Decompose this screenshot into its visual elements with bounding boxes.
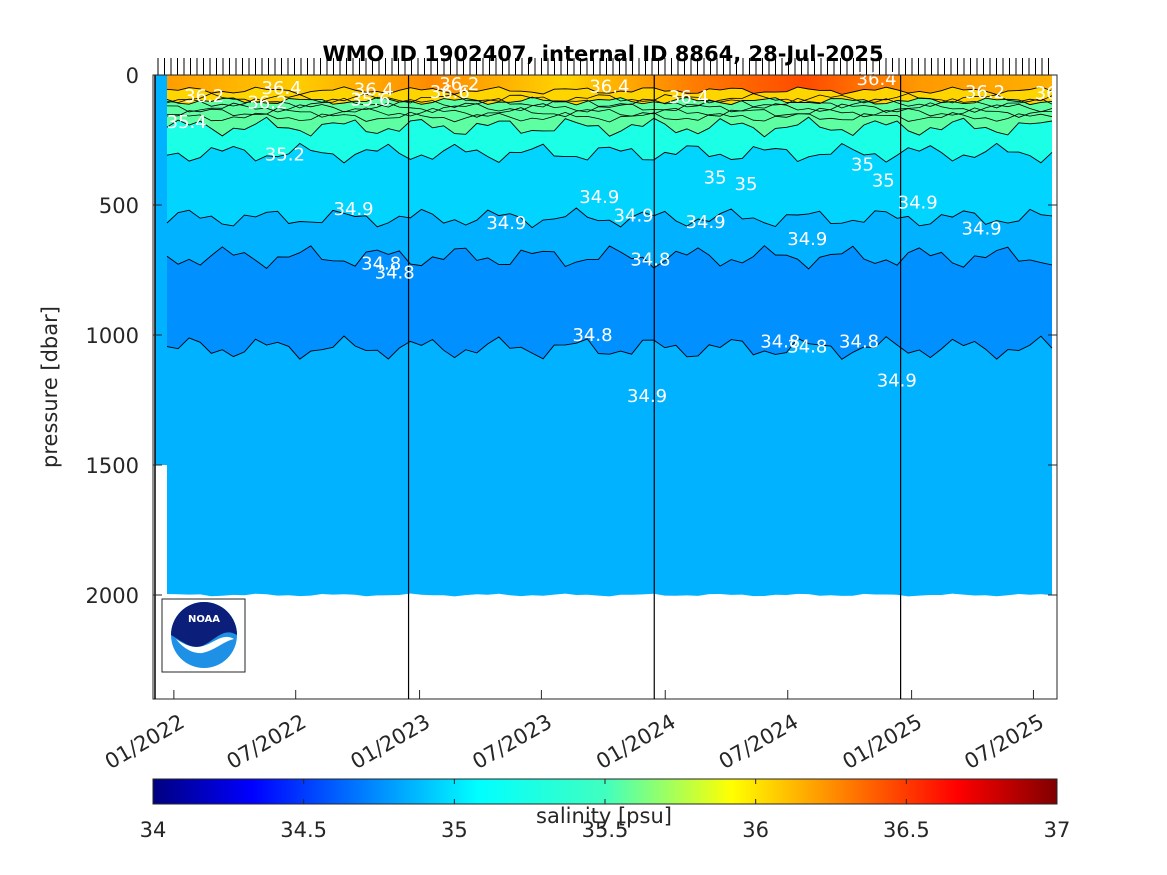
contour-label: 36.2 [965,82,1005,103]
contour-label: 36.4 [262,78,302,99]
y-tick-label: 500 [99,194,139,218]
contour-line [166,92,1053,104]
contour-label: 34.8 [630,250,670,271]
contour-label: 34.8 [760,332,800,353]
x-tick-label: 01/2022 [101,710,189,774]
contour-line [166,245,1053,270]
salinity-band [167,75,1052,95]
contour-line [166,142,1053,164]
contour-label: 36.2 [247,92,287,113]
contour-label: 34.9 [898,192,938,213]
contour-label: 35.6 [350,90,390,111]
contour-lines [166,86,1053,360]
contour-line [166,207,1053,229]
y-tick-label: 1000 [86,324,139,348]
x-tick-label: 07/2023 [468,710,556,774]
contour-label: 36.6 [430,82,470,103]
contour-label: 35.2 [265,144,305,165]
colorbar-tick-label: 37 [1044,818,1071,842]
chart-title: WMO ID 1902407, internal ID 8864, 28-Jul… [322,42,883,66]
contour-label: 34.8 [361,254,401,275]
contour-label: 34.9 [486,213,526,234]
colorbar-tick-label: 34 [140,818,167,842]
contour-label: 35 [872,170,895,191]
contour-line [166,102,1053,114]
colorbar-tick-label: 36.5 [883,818,930,842]
contour-label: 36.2 [439,74,479,95]
contour-line [166,86,1053,95]
contour-labels: 36.436.2 36.236.435.635.435.234.934.834.8… [167,69,1058,407]
contour-label: 34.9 [686,212,726,233]
contour-label: 36 [1035,83,1058,104]
contour-line [166,335,1053,360]
contour-label: 34.8 [787,337,827,358]
y-axis-title: pressure [dbar] [38,306,62,468]
contour-label: 34.9 [877,371,917,392]
y-tick-label: 2000 [86,584,139,608]
contour-line [166,116,1053,138]
contour-label: 34.8 [375,263,415,284]
contour-line [166,111,1053,123]
salinity-layers [155,75,1052,597]
x-tick-label: 01/2025 [839,710,927,774]
contour-label: 34.9 [614,205,654,226]
colorbar-tick-label: 35 [441,818,468,842]
contour-label: 35 [704,168,727,189]
noaa-logo: NOAA [161,598,246,673]
contour-label: 35.4 [167,112,207,133]
colorbar: 34 34.5 35 35.5 36 36.5 37 salinity [psu] [140,778,1071,842]
contour-label: 36.4 [669,87,709,108]
x-tick-label: 01/2023 [347,710,435,774]
salinity-band [167,143,1052,228]
colorbar-ticks: 34 34.5 35 35.5 36 36.5 37 [140,779,1071,842]
contour-label: 34.9 [579,187,619,208]
contour-label: 36.4 [354,79,394,100]
contour-label: 34.9 [962,218,1002,239]
contour-label: 34.8 [572,325,612,346]
y-tick-label: 1500 [86,454,139,478]
first-profile-strip [155,75,167,465]
svg-text:NOAA: NOAA [188,614,220,625]
x-tick-label: 07/2024 [715,710,803,774]
contour-line [166,97,1053,109]
contour-line [166,107,1053,118]
profile-tick-marks [157,58,1049,75]
colorbar-label: salinity [psu] [536,804,672,828]
salinity-band [167,86,1052,105]
contour-label: 35 [851,155,874,176]
contour-label: 34.9 [787,229,827,250]
salinity-band [167,245,1052,360]
x-tick-label: 07/2022 [223,710,311,774]
contour-label: 36.4 [857,69,897,90]
contour-label: 36.4 [589,77,629,98]
salinity-band [167,336,1052,597]
x-tick-label: 01/2024 [592,710,680,774]
contour-label: 34.9 [627,386,667,407]
contour-label: 34.8 [839,332,879,353]
contour-label: 34.9 [334,199,374,220]
colorbar-tick-label: 34.5 [280,818,327,842]
colorbar-tick-label: 36 [742,818,769,842]
x-tick-label: 07/2025 [960,710,1048,774]
y-tick-label: 0 [126,64,139,88]
contour-line [166,96,1053,106]
contour-label: 35 [735,174,758,195]
contour-label: 36.2 [184,86,224,107]
colorbar-tick-label: 35.5 [582,818,629,842]
